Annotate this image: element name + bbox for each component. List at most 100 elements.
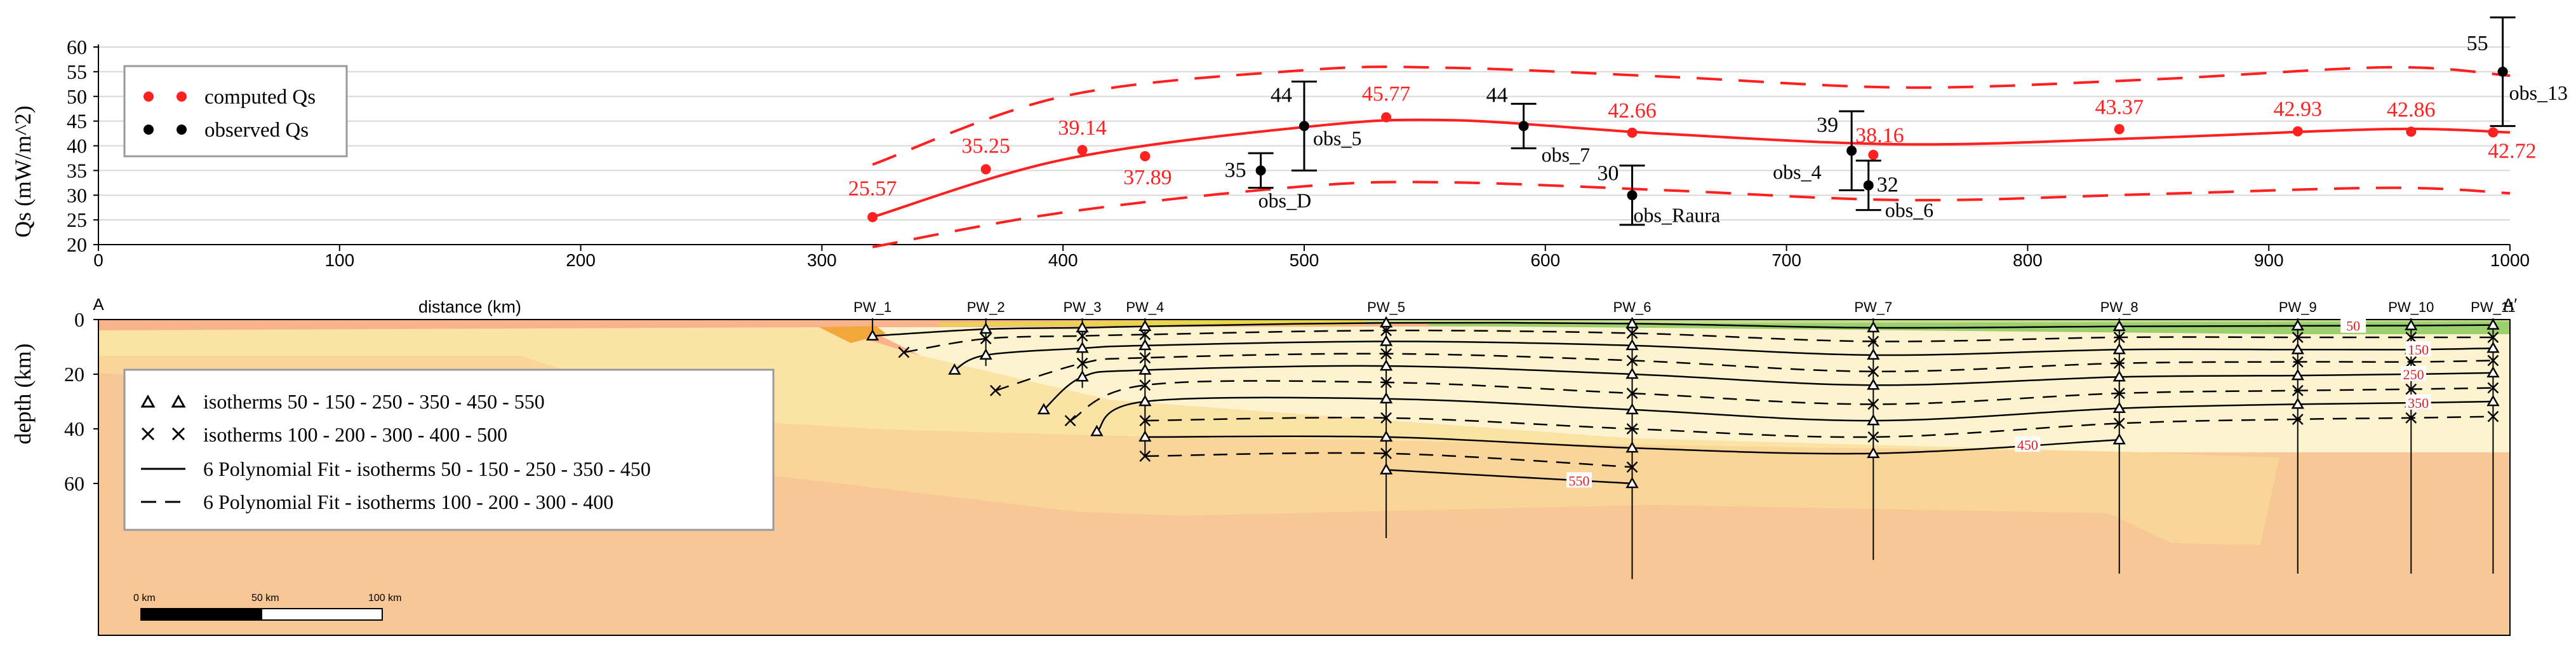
legend-dashed-label: 6 Polynomial Fit - isotherms 100 - 200 -… — [203, 490, 613, 513]
well-label: PW_1 — [853, 299, 891, 315]
well-label: PW_2 — [967, 299, 1005, 315]
observed-qs-name: obs_Raura — [1634, 203, 1721, 226]
isotherm-cross-marker — [898, 346, 910, 358]
isotherm-triangle-marker — [1867, 321, 1880, 333]
depth-tick-label: 0 — [74, 308, 84, 331]
isotherm-cross-marker — [2405, 332, 2417, 343]
observed-qs-point — [2497, 66, 2508, 77]
isotherm-cross-marker — [1380, 348, 1392, 360]
isotherm-triangle-marker — [866, 329, 879, 341]
isotherm-triangle-marker — [1138, 363, 1152, 375]
isotherm-label-bg — [2340, 317, 2366, 333]
scale-bar-label-0: 0 km — [133, 593, 156, 604]
scale-bar-white — [261, 608, 383, 621]
computed-qs-label: 42.66 — [1608, 99, 1657, 123]
observed-qs-point — [1846, 145, 1857, 156]
heat-flow-x-tick-label: 300 — [807, 250, 837, 270]
isotherm-triangle-marker — [1625, 339, 1639, 351]
lower-envelope-line — [872, 180, 2511, 248]
isotherm-cross-marker — [1064, 415, 1076, 426]
isotherm-cross-marker — [1867, 398, 1879, 410]
legend-cross-label: isotherms 100 - 200 - 300 - 400 - 500 — [203, 423, 507, 446]
computed-fit-line — [872, 118, 2511, 219]
computed-qs-point — [2114, 124, 2125, 135]
isotherm-label: 450 — [2017, 437, 2038, 453]
heat-flow-y-tick-label: 60 — [67, 36, 87, 58]
cross-section-panel: 0 20 40 60 depth (km) distance (km) A A′ PW… — [10, 295, 2517, 636]
isotherm-triangle-marker — [1138, 339, 1152, 351]
isotherm-triangle-marker — [2112, 433, 2126, 445]
isotherm-triangle-marker — [1867, 378, 1880, 390]
heat-flow-x-tick-labels: 0 100 200 300 400 500 600 700 800 900 1000 — [93, 250, 2530, 270]
isotherm-triangle-marker — [2112, 320, 2126, 331]
well-label: PW_9 — [2279, 299, 2317, 315]
isotherm-cross-marker — [1139, 379, 1151, 391]
isotherm-triangle-marker — [2112, 402, 2126, 413]
well-label: PW_4 — [1126, 299, 1164, 315]
heat-flow-x-tick-label: 1000 — [2490, 250, 2530, 270]
legend-cross-marker — [141, 427, 185, 441]
isotherm-cross-marker — [1626, 423, 1638, 435]
isotherm-triangle-marker — [1379, 334, 1393, 346]
isotherm-cross-marker — [1867, 431, 1879, 443]
isotherm-cross-marker — [2292, 356, 2304, 368]
computed-qs-point — [2292, 126, 2303, 137]
isotherm-cross-marker — [1076, 330, 1088, 342]
observed-qs-value: 44 — [1486, 83, 1508, 107]
heat-flow-axes — [93, 44, 2511, 251]
isotherm-cross-marker — [1626, 461, 1638, 473]
observed-qs-value: 55 — [2467, 32, 2488, 55]
isotherm-label: 50 — [2346, 318, 2360, 334]
isotherm-solid-line — [1043, 365, 2493, 410]
isotherm-label: 150 — [2408, 342, 2429, 358]
heat-flow-x-tick-label: 200 — [566, 250, 596, 270]
cross-section-axes — [93, 319, 2510, 484]
well-label: PW_11 — [2471, 299, 2516, 315]
isotherm-triangle-marker — [1037, 403, 1050, 415]
isotherm-cross-marker — [1867, 335, 1879, 348]
isotherm-triangle-marker — [1625, 367, 1639, 379]
legend-computed-marker — [177, 91, 187, 102]
well-label: PW_8 — [2100, 299, 2139, 315]
observed-qs-name: obs_D — [1258, 189, 1312, 212]
computed-qs-point — [1140, 151, 1151, 161]
cross-section-y-axis-label: depth (km) — [10, 344, 36, 445]
isotherm-cross-marker — [989, 384, 1001, 396]
isotherm-cross-marker — [2292, 332, 2304, 343]
isotherm-triangle-marker — [948, 363, 961, 375]
observed-qs-series: 35 obs_D 44 obs_5 44 obs_7 30 obs_Raura 39 obs_4 3… — [1225, 16, 2568, 226]
isotherm-cross-marker — [2113, 332, 2125, 343]
scale-bar-label-50: 50 km — [251, 593, 279, 604]
isotherm-triangle-marker — [2291, 368, 2304, 381]
observed-qs-point — [1255, 165, 1266, 176]
computed-qs-label: 38.16 — [1855, 124, 1904, 147]
computed-qs-label: 43.37 — [2095, 95, 2144, 119]
observed-qs-name: obs_7 — [1542, 143, 1590, 166]
well-label: PW_3 — [1064, 299, 1102, 315]
heat-flow-x-tick-label: 400 — [1048, 250, 1078, 270]
heat-flow-legend-box — [123, 65, 348, 158]
computed-qs-point — [1627, 127, 1638, 138]
heat-flow-x-tick-label: 500 — [1290, 250, 1319, 270]
isotherm-cross-marker — [2292, 414, 2304, 425]
isotherm-triangle-marker — [1379, 463, 1393, 475]
heat-flow-x-tick-label: 600 — [1530, 250, 1560, 270]
isotherm-triangle-marker — [1379, 392, 1393, 403]
computed-qs-point — [867, 212, 878, 222]
observed-qs-value: 39 — [1817, 113, 1838, 137]
isotherm-triangle-marker — [2486, 318, 2500, 330]
isotherm-triangle-marker — [1625, 476, 1639, 489]
isotherm-triangle-marker — [1076, 321, 1089, 333]
isotherm-triangle-marker — [1625, 403, 1639, 415]
isotherm-label-bg — [2405, 394, 2431, 410]
computed-qs-label: 39.14 — [1058, 116, 1107, 140]
isotherm-triangle-marker — [979, 322, 992, 334]
isotherm-triangle-marker — [1379, 430, 1393, 442]
isotherm-cross-marker — [2405, 412, 2417, 424]
isotherm-triangle-marker — [1076, 341, 1089, 353]
well-label: PW_5 — [1367, 299, 1405, 315]
isotherm-cross-marker — [2405, 356, 2417, 368]
isotherm-cross-marker — [1139, 450, 1151, 462]
